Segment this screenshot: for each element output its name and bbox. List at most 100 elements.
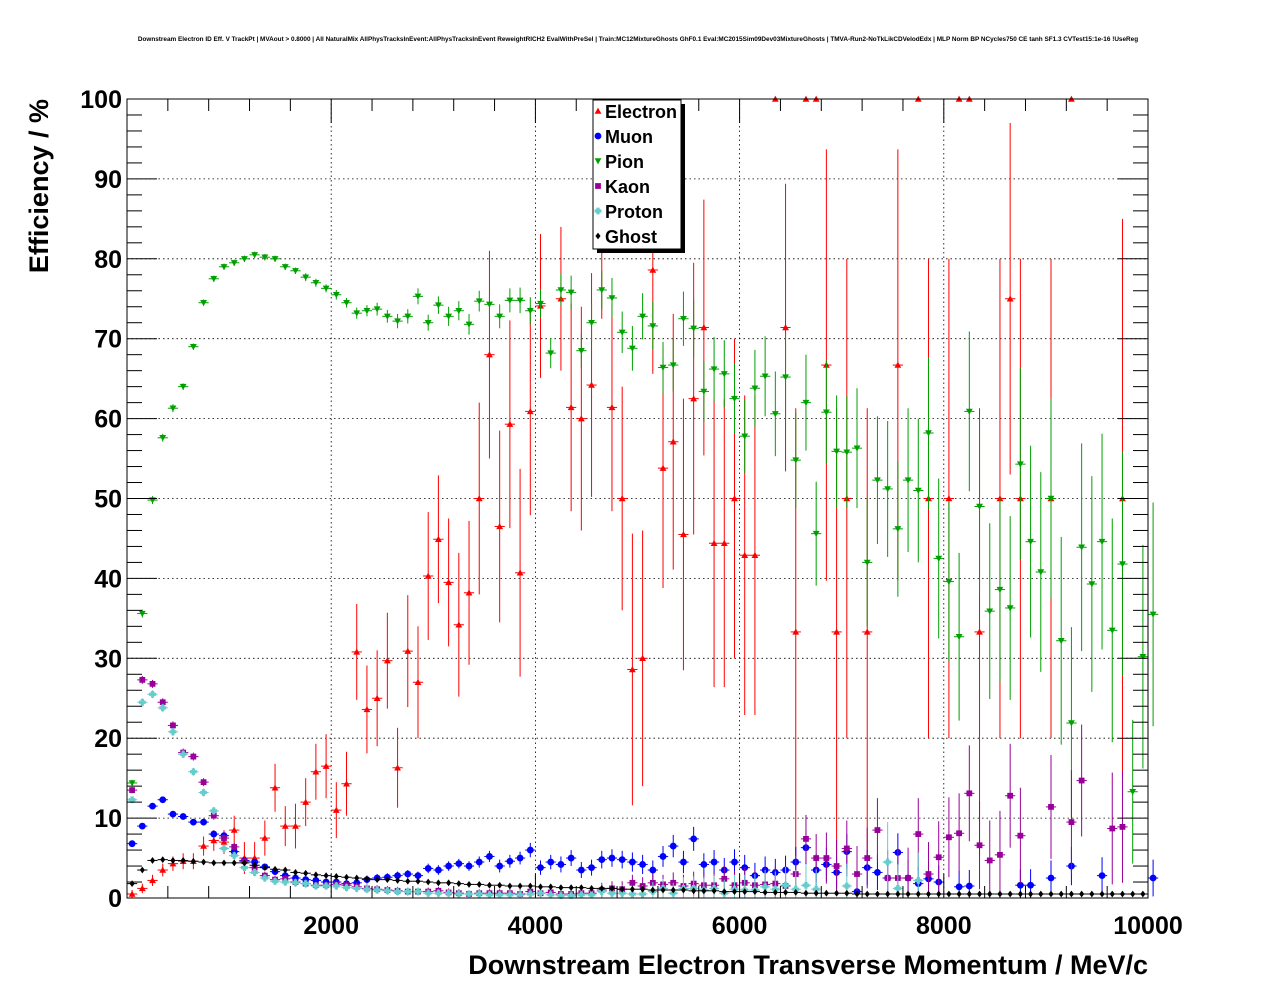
data-point	[751, 551, 759, 558]
data-point	[1068, 890, 1074, 898]
data-point	[149, 680, 156, 687]
data-point	[302, 798, 310, 805]
data-point	[373, 306, 381, 313]
data-point	[415, 877, 421, 885]
data-point	[496, 523, 504, 530]
data-point	[628, 858, 636, 866]
data-point	[363, 885, 371, 893]
data-point	[628, 666, 636, 673]
data-point	[599, 885, 605, 892]
data-point	[1079, 890, 1085, 898]
data-point	[231, 859, 237, 867]
data-point	[170, 857, 176, 864]
data-point	[395, 877, 401, 884]
data-point	[496, 862, 504, 870]
data-point	[700, 388, 708, 395]
data-point	[639, 861, 647, 868]
data-point	[261, 254, 269, 261]
y-tick-label: 90	[94, 166, 122, 194]
data-point	[383, 887, 391, 895]
data-point	[414, 872, 422, 880]
data-point	[568, 884, 574, 892]
data-point	[332, 882, 340, 890]
data-point	[271, 256, 279, 263]
data-point	[180, 857, 186, 864]
data-point	[639, 654, 647, 662]
data-point	[782, 374, 789, 381]
data-point	[1140, 890, 1146, 898]
data-point	[997, 890, 1003, 898]
data-point	[128, 840, 136, 848]
data-point	[894, 526, 902, 533]
data-point	[669, 362, 677, 369]
data-point	[475, 495, 483, 502]
data-point	[589, 885, 595, 892]
y-tick-label: 40	[94, 565, 122, 593]
data-point	[1098, 872, 1106, 880]
data-point	[322, 882, 330, 890]
data-point	[1016, 461, 1024, 468]
axis-ticks	[126, 98, 1149, 899]
data-point	[710, 539, 718, 546]
data-point	[496, 313, 504, 320]
data-point	[1129, 789, 1137, 796]
data-point	[547, 350, 555, 357]
data-point	[844, 889, 850, 897]
data-point	[771, 411, 779, 418]
data-point	[987, 890, 993, 898]
data-point	[547, 891, 555, 899]
data-point	[1098, 538, 1106, 546]
data-point	[833, 448, 840, 455]
y-tick-label: 30	[94, 645, 122, 673]
data-point	[405, 877, 411, 885]
data-point	[731, 395, 738, 403]
data-point	[884, 858, 892, 866]
data-point	[537, 864, 544, 872]
data-point	[802, 881, 810, 889]
data-point	[149, 877, 156, 884]
data-point	[1028, 890, 1034, 898]
data-point	[1017, 832, 1024, 839]
data-point	[465, 321, 473, 328]
data-point	[595, 232, 601, 240]
data-point	[741, 433, 749, 440]
data-point	[557, 287, 565, 294]
y-tick-label: 50	[94, 486, 122, 514]
legend: Electron Muon Pion Kaon Proton Ghost	[592, 99, 685, 253]
data-point	[159, 704, 167, 712]
data-point	[854, 890, 860, 898]
data-point	[252, 861, 258, 869]
data-point	[1078, 777, 1085, 784]
data-point	[578, 884, 584, 892]
data-point	[864, 855, 871, 861]
data-point	[1108, 627, 1116, 634]
data-point	[465, 589, 473, 596]
data-point	[262, 864, 268, 872]
data-point	[169, 728, 177, 736]
data-point	[332, 806, 340, 813]
data-point	[680, 531, 687, 538]
data-point	[353, 648, 361, 655]
data-point	[424, 572, 432, 579]
data-point	[220, 264, 228, 271]
data-point	[904, 477, 912, 484]
series-ghost	[127, 856, 1148, 898]
legend-label-pion: Pion	[605, 152, 644, 172]
data-point	[731, 858, 738, 866]
data-point	[1130, 890, 1136, 898]
data-point	[476, 881, 482, 888]
y-tick-label: 80	[94, 246, 122, 274]
data-point	[159, 435, 167, 442]
data-point	[353, 885, 361, 892]
data-point	[506, 420, 514, 427]
data-point	[741, 551, 749, 558]
data-point	[435, 302, 442, 309]
data-point	[281, 822, 289, 829]
data-point	[251, 252, 259, 259]
data-point	[526, 846, 534, 854]
data-point	[506, 857, 514, 865]
data-point	[271, 877, 279, 885]
data-point	[843, 449, 851, 456]
data-point	[700, 861, 708, 868]
data-point	[424, 889, 432, 897]
